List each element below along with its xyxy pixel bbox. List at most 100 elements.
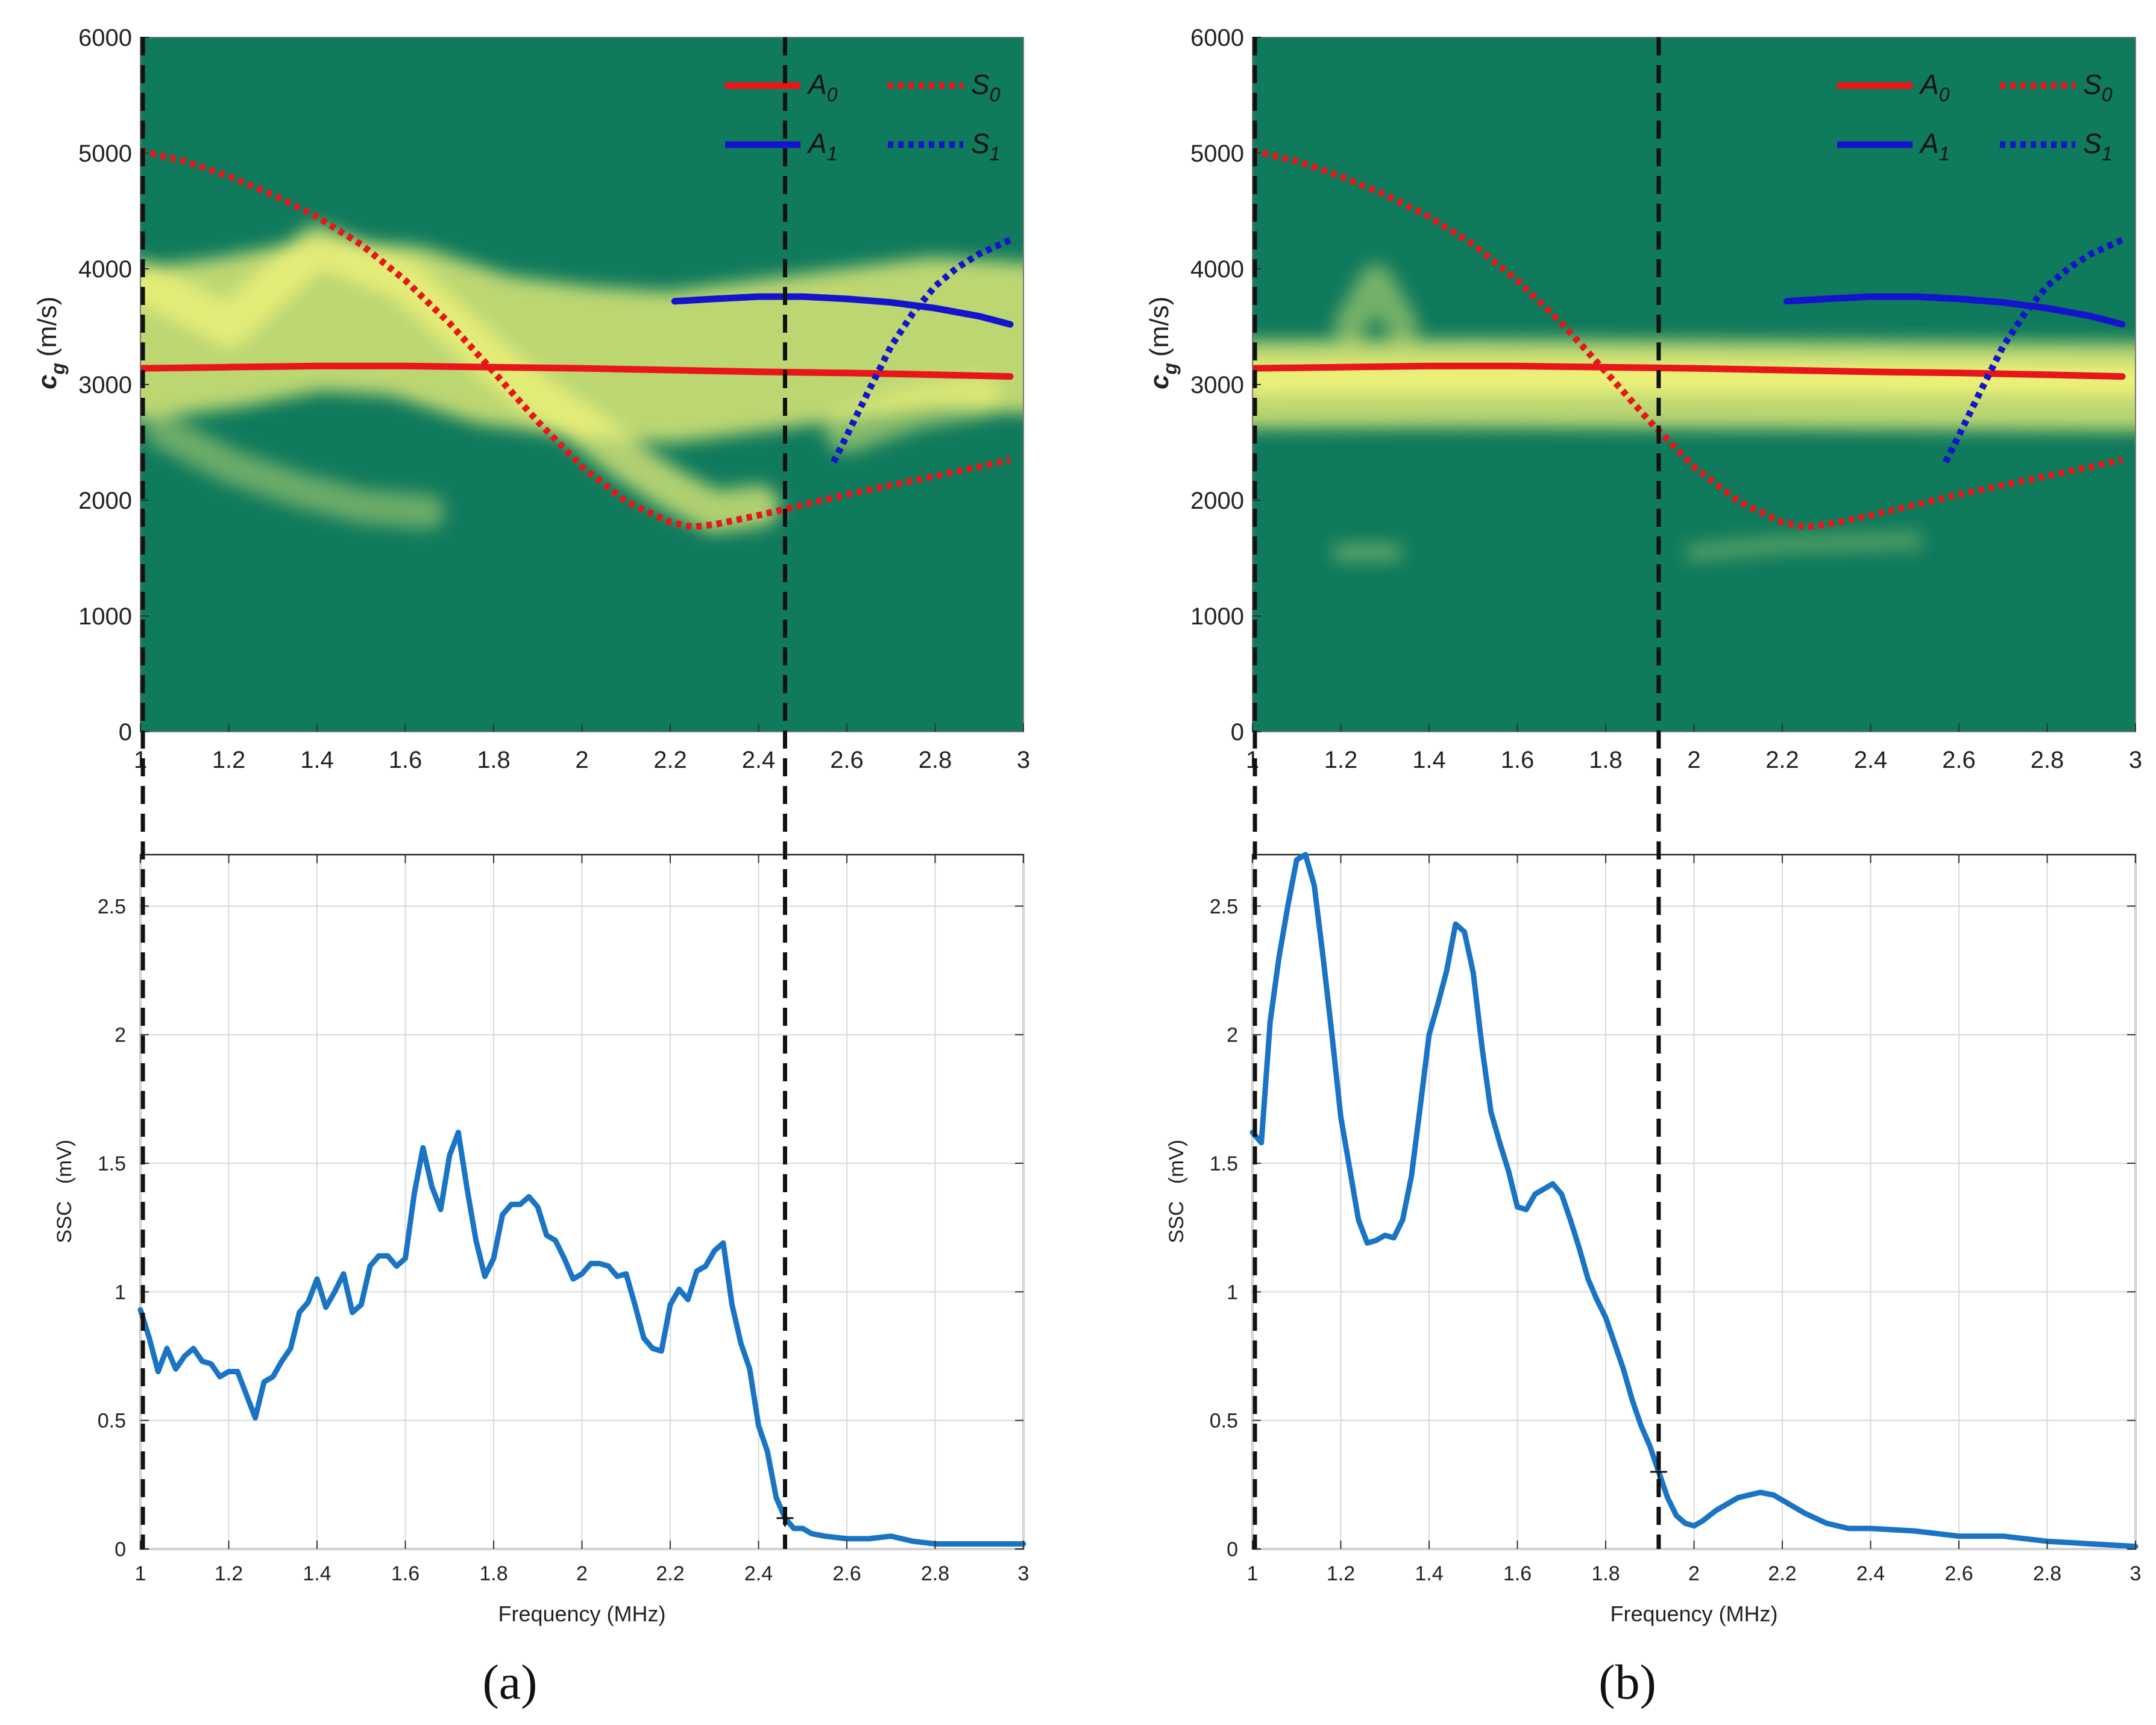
ytick-label-0.5: 0.5 bbox=[1210, 1410, 1238, 1433]
grid-b-bottom bbox=[1252, 855, 2136, 1550]
ytick-label-5000: 5000 bbox=[1190, 140, 1244, 167]
xtick-label-2: 2 bbox=[575, 747, 588, 773]
xtick-label-2.2: 2.2 bbox=[1768, 1562, 1796, 1585]
y-axis-label-unit: (m/s) bbox=[33, 297, 62, 357]
xtick-label-1.6: 1.6 bbox=[389, 747, 423, 773]
xtick-label-1.4: 1.4 bbox=[303, 1562, 331, 1585]
ytick-label-0.5: 0.5 bbox=[98, 1410, 126, 1433]
legend-label-A1-main: A bbox=[806, 128, 827, 159]
ytick-label-3000: 3000 bbox=[78, 372, 132, 398]
y-axis-label-main: c bbox=[33, 375, 62, 389]
legend-label-A1: A1 bbox=[806, 128, 837, 165]
ytick-label-3000: 3000 bbox=[1190, 372, 1244, 398]
legend-label-A0-main: A bbox=[1919, 69, 1939, 100]
xtick-label-1.8: 1.8 bbox=[477, 747, 511, 773]
x-axis-label: Frequency (MHz) bbox=[1610, 1601, 1777, 1626]
axes-a-bottom: 0 0.5 1 1.5 2 2.5 1 1.2 1.4 1.6 1.8 2 2.2 2.4 2.6 2.8 3 F… bbox=[53, 855, 1029, 1626]
ytick-label-2.5: 2.5 bbox=[98, 895, 126, 918]
curve-S1 bbox=[1943, 236, 2124, 464]
xtick-label-1.4: 1.4 bbox=[1412, 747, 1446, 773]
xtick-label-1: 1 bbox=[134, 747, 147, 773]
curve-S1 bbox=[831, 236, 1012, 464]
xtick-label-1.6: 1.6 bbox=[1501, 747, 1535, 773]
curve-A1 bbox=[671, 293, 1014, 328]
ytick-label-1: 1 bbox=[115, 1281, 126, 1304]
ytick-label-1: 1 bbox=[1227, 1281, 1238, 1304]
ytick-label-6000: 6000 bbox=[1190, 25, 1244, 51]
y-axis-label-unit: (m/s) bbox=[1145, 297, 1174, 357]
xtick-label-1.6: 1.6 bbox=[1503, 1562, 1532, 1585]
y-axis-label: cg (m/s) bbox=[33, 297, 69, 389]
y-axis-label-main: c bbox=[1145, 375, 1174, 389]
xtick-label-1.4: 1.4 bbox=[300, 747, 334, 773]
heatmap-ridge-3 bbox=[1333, 264, 1419, 343]
xtick-label-1: 1 bbox=[1247, 1562, 1259, 1585]
xtick-label-2.8: 2.8 bbox=[2033, 1562, 2061, 1585]
ssc-chart-a: 0 0.5 1 1.5 2 2.5 1 1.2 1.4 1.6 1.8 2 2.2 2.4 2.6 2.8 3 F… bbox=[53, 853, 1029, 1626]
xtick-label-2.4: 2.4 bbox=[742, 747, 776, 773]
y-axis-label-sub: g bbox=[47, 363, 69, 375]
ytick-label-0: 0 bbox=[115, 1538, 126, 1561]
y-axis-label: SSC (mV) bbox=[53, 1140, 76, 1243]
ytick-label-1.5: 1.5 bbox=[1210, 1152, 1238, 1175]
ytick-label-4000: 4000 bbox=[78, 256, 132, 283]
xtick-label-1.6: 1.6 bbox=[391, 1562, 420, 1585]
xtick-label-1.2: 1.2 bbox=[212, 747, 246, 773]
heatmap-ridge-1 bbox=[140, 239, 1023, 442]
ytick-label-0: 0 bbox=[1231, 719, 1244, 746]
legend-label-A1-sub: 1 bbox=[1939, 143, 1950, 165]
heatmap-ridge-5 bbox=[1685, 532, 1924, 561]
legend-label-S1: S1 bbox=[2083, 128, 2112, 165]
mode-curves-b bbox=[1252, 147, 2126, 530]
ytick-label-1000: 1000 bbox=[78, 603, 132, 630]
xtick-label-1.2: 1.2 bbox=[215, 1562, 243, 1585]
ytick-label-2000: 2000 bbox=[78, 488, 132, 514]
legend-label-S1-main: S bbox=[2083, 128, 2102, 159]
ytick-label-0: 0 bbox=[119, 719, 132, 746]
legend-label-A0: A0 bbox=[1919, 69, 1950, 105]
xtick-label-2.4: 2.4 bbox=[744, 1562, 773, 1585]
xtick-label-2.8: 2.8 bbox=[919, 747, 952, 773]
legend-label-S0: S0 bbox=[2083, 69, 2113, 105]
xtick-label-2.6: 2.6 bbox=[832, 1562, 861, 1585]
ytick-label-2000: 2000 bbox=[1190, 488, 1244, 514]
legend-label-S0-sub: 0 bbox=[2102, 84, 2113, 105]
axes-a-top: 0 1000 2000 3000 4000 5000 6000 1 1.2 1.4 1.6 1.8 2 2… bbox=[33, 25, 1030, 773]
ssc-line bbox=[137, 1130, 1026, 1547]
axes-b-top: 0 1000 2000 3000 4000 5000 6000 1 1.2 1.4 1.6 1.8 2 2… bbox=[1145, 25, 2142, 773]
grid-a-bottom bbox=[140, 855, 1024, 1550]
legend-label-A0-main: A bbox=[806, 69, 827, 100]
xtick-label-2.6: 2.6 bbox=[1942, 747, 1976, 773]
xtick-label-3: 3 bbox=[1018, 1562, 1029, 1585]
xtick-label-2.2: 2.2 bbox=[656, 1562, 684, 1585]
xtick-label-2.6: 2.6 bbox=[830, 747, 864, 773]
curve-A0 bbox=[140, 362, 1014, 380]
legend-label-A0: A0 bbox=[806, 69, 838, 105]
legend-label-S1-sub: 1 bbox=[2102, 143, 2113, 165]
xtick-label-1.8: 1.8 bbox=[479, 1562, 508, 1585]
xtick-label-3: 3 bbox=[2129, 747, 2142, 773]
mode-curves-a bbox=[140, 147, 1014, 530]
heatmap-ridge-2 bbox=[140, 225, 780, 533]
ytick-label-6000: 6000 bbox=[78, 25, 132, 51]
legend-label-A0-sub: 0 bbox=[827, 84, 838, 105]
legend-label-A1: A1 bbox=[1919, 128, 1949, 165]
xtick-label-2: 2 bbox=[1688, 1562, 1700, 1585]
dispersion-chart-a: 0 1000 2000 3000 4000 5000 6000 1 1.2 1.4 1.6 1.8 2 2… bbox=[33, 25, 1030, 773]
legend-label-A1-main: A bbox=[1919, 128, 1939, 159]
ssc-chart-b: 0 0.5 1 1.5 2 2.5 1 1.2 1.4 1.6 1.8 2 2.2 2.4 2.6 2.8 3 F… bbox=[1165, 852, 2141, 1626]
panel-label-a: (a) bbox=[482, 1654, 537, 1709]
xtick-label-2.6: 2.6 bbox=[1944, 1562, 1973, 1585]
xtick-label-1: 1 bbox=[1246, 747, 1259, 773]
heatmap-ridge-4 bbox=[825, 374, 1002, 453]
xtick-label-2.4: 2.4 bbox=[1854, 747, 1888, 773]
x-axis-label: Frequency (MHz) bbox=[498, 1601, 665, 1626]
xtick-label-3: 3 bbox=[1017, 747, 1030, 773]
xtick-label-1.2: 1.2 bbox=[1327, 1562, 1355, 1585]
legend-label-S1: S1 bbox=[971, 128, 1000, 165]
ytick-label-1.5: 1.5 bbox=[98, 1152, 126, 1175]
axes-b-bottom: 0 0.5 1 1.5 2 2.5 1 1.2 1.4 1.6 1.8 2 2.2 2.4 2.6 2.8 3 F… bbox=[1165, 855, 2141, 1626]
